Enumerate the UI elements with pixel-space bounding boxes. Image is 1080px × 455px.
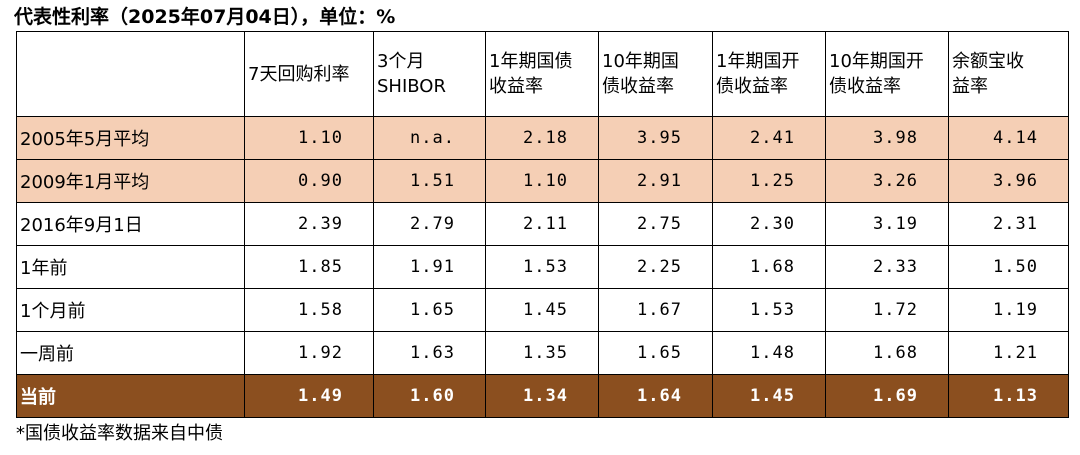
table-cell: 1.63 [373,331,486,375]
table-cell: 2.33 [825,245,949,289]
table-cell: 0.90 [244,159,374,203]
table-cell: 1.85 [244,245,374,289]
table-cell: 1.35 [485,331,599,375]
table-cell: 2.25 [598,245,713,289]
table-row: 2016年9月1日 2.39 2.79 2.11 2.75 2.30 3.19 2.31 [16,202,1069,246]
column-header: 余额宝收 益率 [948,31,1069,117]
table-cell: 2.91 [598,159,713,203]
table-cell: 3.98 [825,116,949,160]
table-cell: 2.11 [485,202,599,246]
table-cell: 1.53 [485,245,599,289]
table-row: 1年前 1.85 1.91 1.53 2.25 1.68 2.33 1.50 [16,245,1069,289]
column-header: 10年期国 债收益率 [598,31,713,117]
column-header: 10年期国开 债收益率 [825,31,949,117]
table-cell: 1.68 [825,331,949,375]
column-header: 7天回购利率 [244,31,374,117]
table-cell: 1.10 [244,116,374,160]
table-cell: n.a. [373,116,486,160]
table-cell: 1.69 [825,374,949,418]
row-label: 2005年5月平均 [16,116,245,160]
table-cell: 1.25 [712,159,826,203]
table-cell: 2.39 [244,202,374,246]
column-header: 1年期国债 收益率 [485,31,599,117]
table-cell: 1.45 [712,374,826,418]
table-cell: 1.34 [485,374,599,418]
rates-table: 7天回购利率 3个月 SHIBOR 1年期国债 收益率 10年期国 债收益率 1年期国… [16,31,1069,418]
table-cell: 4.14 [948,116,1069,160]
table-cell: 1.19 [948,288,1069,332]
table-row: 2009年1月平均 0.90 1.51 1.10 2.91 1.25 3.26 3.96 [16,159,1069,203]
table-cell: 1.67 [598,288,713,332]
table-cell: 1.65 [373,288,486,332]
row-label: 1个月前 [16,288,245,332]
table-cell: 2.31 [948,202,1069,246]
table-cell: 1.10 [485,159,599,203]
table-row-current: 当前 1.49 1.60 1.34 1.64 1.45 1.69 1.13 [16,374,1069,418]
row-label: 一周前 [16,331,245,375]
table-header-row: 7天回购利率 3个月 SHIBOR 1年期国债 收益率 10年期国 债收益率 1年期国… [16,31,1069,117]
table-cell: 1.13 [948,374,1069,418]
table-cell: 2.79 [373,202,486,246]
table-cell: 3.19 [825,202,949,246]
table-cell: 1.48 [712,331,826,375]
header-corner-cell [16,31,245,117]
table-row: 2005年5月平均 1.10 n.a. 2.18 3.95 2.41 3.98 4.14 [16,116,1069,160]
table-cell: 1.65 [598,331,713,375]
table-cell: 1.45 [485,288,599,332]
column-header: 3个月 SHIBOR [373,31,486,117]
table-row: 1个月前 1.58 1.65 1.45 1.67 1.53 1.72 1.19 [16,288,1069,332]
row-label: 2009年1月平均 [16,159,245,203]
footnote: *国债收益率数据来自中债 [16,423,223,444]
table-cell: 1.50 [948,245,1069,289]
table-cell: 1.68 [712,245,826,289]
column-header: 1年期国开 债收益率 [712,31,826,117]
table-cell: 3.96 [948,159,1069,203]
table-cell: 1.58 [244,288,374,332]
table-cell: 3.95 [598,116,713,160]
table-cell: 1.60 [373,374,486,418]
table-cell: 1.49 [244,374,374,418]
table-cell: 1.51 [373,159,486,203]
table-cell: 1.53 [712,288,826,332]
table-cell: 2.18 [485,116,599,160]
row-label: 1年前 [16,245,245,289]
table-cell: 1.91 [373,245,486,289]
table-cell: 1.21 [948,331,1069,375]
row-label: 当前 [16,374,245,418]
table-row: 一周前 1.92 1.63 1.35 1.65 1.48 1.68 1.21 [16,331,1069,375]
table-cell: 2.75 [598,202,713,246]
table-cell: 2.41 [712,116,826,160]
table-cell: 2.30 [712,202,826,246]
table-cell: 1.64 [598,374,713,418]
page-title: 代表性利率（2025年07月04日），单位：% [14,6,396,28]
table-cell: 1.72 [825,288,949,332]
table-body: 2005年5月平均 1.10 n.a. 2.18 3.95 2.41 3.98 4.14 200… [16,116,1069,418]
row-label: 2016年9月1日 [16,202,245,246]
table-cell: 1.92 [244,331,374,375]
table-cell: 3.26 [825,159,949,203]
